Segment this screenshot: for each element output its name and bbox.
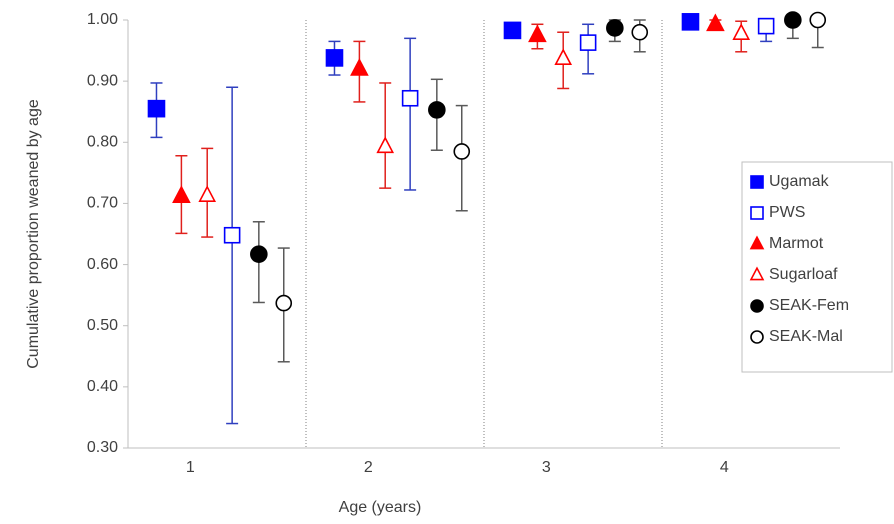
data-point bbox=[784, 11, 802, 29]
data-point bbox=[681, 13, 700, 31]
data-point bbox=[453, 143, 471, 160]
y-tick-label: 0.70 bbox=[87, 195, 118, 212]
x-tick-label: 2 bbox=[364, 459, 373, 476]
data-point bbox=[376, 136, 395, 154]
y-tick-label: 0.40 bbox=[87, 378, 118, 395]
x-axis-title: Age (years) bbox=[339, 499, 422, 516]
data-point bbox=[528, 24, 547, 43]
y-axis-title: Cumulative proportion weaned by age bbox=[25, 99, 42, 369]
data-point bbox=[325, 49, 344, 67]
data-point bbox=[223, 226, 241, 244]
data-point bbox=[554, 48, 573, 66]
data-point bbox=[275, 294, 293, 312]
data-point bbox=[809, 11, 827, 29]
x-tick-label: 4 bbox=[720, 459, 729, 476]
x-tick-label: 3 bbox=[542, 459, 551, 476]
data-point bbox=[631, 23, 649, 41]
data-point bbox=[250, 245, 268, 263]
legend-marker bbox=[750, 206, 764, 220]
data-point bbox=[579, 34, 597, 51]
legend-marker bbox=[750, 330, 764, 344]
legend-label: Marmot bbox=[769, 235, 824, 252]
data-point bbox=[350, 58, 369, 76]
x-tick-label: 1 bbox=[186, 459, 195, 476]
y-tick-label: 0.90 bbox=[87, 72, 118, 89]
y-tick-label: 0.60 bbox=[87, 256, 118, 273]
data-point bbox=[172, 185, 191, 203]
y-tick-label: 1.00 bbox=[87, 11, 118, 28]
legend-marker bbox=[750, 175, 764, 189]
data-point bbox=[401, 89, 419, 107]
legend-label: PWS bbox=[769, 204, 805, 221]
legend-marker bbox=[749, 235, 765, 250]
data-point bbox=[757, 17, 775, 35]
legend-box bbox=[741, 161, 893, 373]
y-tick-label: 0.80 bbox=[87, 134, 118, 151]
legend-marker bbox=[750, 299, 764, 313]
legend-label: Ugamak bbox=[769, 173, 830, 190]
data-point bbox=[732, 23, 751, 40]
data-point bbox=[428, 101, 446, 119]
y-tick-label: 0.50 bbox=[87, 317, 118, 334]
data-point bbox=[198, 185, 217, 202]
y-tick-label: 0.30 bbox=[87, 439, 118, 456]
data-point bbox=[503, 21, 522, 40]
legend-label: SEAK-Fem bbox=[769, 297, 849, 314]
data-point bbox=[706, 13, 725, 32]
legend-marker bbox=[749, 266, 765, 281]
legend-label: Sugarloaf bbox=[769, 266, 838, 283]
legend-label: SEAK-Mal bbox=[769, 328, 843, 345]
data-point bbox=[606, 19, 624, 37]
data-point bbox=[147, 99, 166, 118]
